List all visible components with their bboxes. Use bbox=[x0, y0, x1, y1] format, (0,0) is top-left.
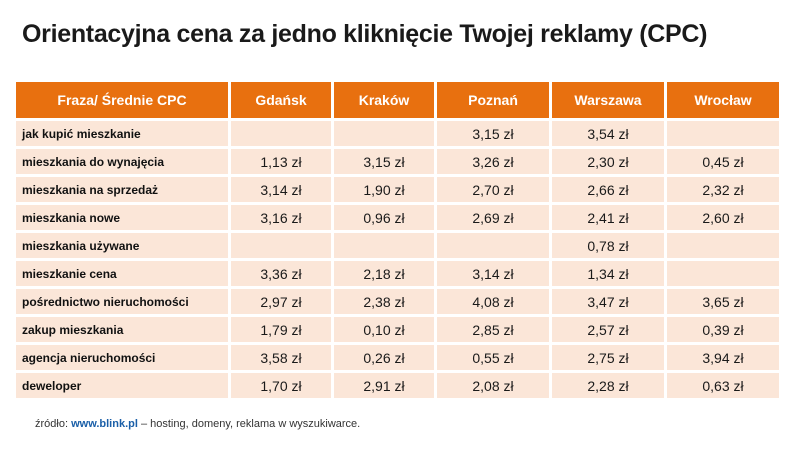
cpc-cell-krakow: 3,15 zł bbox=[334, 149, 434, 174]
table-row: mieszkania na sprzedaż 3,14 zł 1,90 zł 2,70… bbox=[16, 177, 779, 202]
cpc-cell-poznan: 2,85 zł bbox=[437, 317, 549, 342]
cpc-cell-poznan: 2,69 zł bbox=[437, 205, 549, 230]
phrase-cell: agencja nieruchomości bbox=[16, 345, 228, 370]
table-row: pośrednictwo nieruchomości 2,97 zł 2,38 zł… bbox=[16, 289, 779, 314]
table-row: mieszkania do wynajęcia 1,13 zł 3,15 zł 3,2… bbox=[16, 149, 779, 174]
phrase-cell: jak kupić mieszkanie bbox=[16, 121, 228, 146]
phrase-cell: mieszkania nowe bbox=[16, 205, 228, 230]
cpc-cell-gdansk: 2,97 zł bbox=[231, 289, 331, 314]
header-row: Fraza/ Średnie CPC Gdańsk Kraków Poznań … bbox=[16, 82, 779, 118]
cpc-cell-wroclaw: 2,32 zł bbox=[667, 177, 779, 202]
cpc-cell-krakow bbox=[334, 233, 434, 258]
cpc-cell-gdansk: 3,14 zł bbox=[231, 177, 331, 202]
cpc-cell-krakow: 0,96 zł bbox=[334, 205, 434, 230]
chart-title: Orientacyjna cena za jedno kliknięcie Tw… bbox=[22, 20, 708, 48]
phrase-cell: mieszkania do wynajęcia bbox=[16, 149, 228, 174]
cpc-cell-poznan: 3,15 zł bbox=[437, 121, 549, 146]
cpc-cell-krakow bbox=[334, 121, 434, 146]
cpc-cell-wroclaw bbox=[667, 261, 779, 286]
table-row: zakup mieszkania 1,79 zł 0,10 zł 2,85 zł 2,5… bbox=[16, 317, 779, 342]
cpc-table: Fraza/ Średnie CPC Gdańsk Kraków Poznań … bbox=[13, 79, 782, 401]
cpc-cell-krakow: 1,90 zł bbox=[334, 177, 434, 202]
source-link[interactable]: www.blink.pl bbox=[71, 418, 138, 430]
phrase-cell: deweloper bbox=[16, 373, 228, 398]
table-row: jak kupić mieszkanie 3,15 zł 3,54 zł bbox=[16, 121, 779, 146]
cpc-cell-warszawa: 1,34 zł bbox=[552, 261, 664, 286]
cpc-cell-gdansk bbox=[231, 233, 331, 258]
cpc-cell-warszawa: 2,41 zł bbox=[552, 205, 664, 230]
cpc-cell-gdansk: 1,70 zł bbox=[231, 373, 331, 398]
table-body: jak kupić mieszkanie 3,15 zł 3,54 zł mieszk… bbox=[16, 121, 779, 398]
table-row: mieszkania używane 0,78 zł bbox=[16, 233, 779, 258]
phrase-cell: mieszkanie cena bbox=[16, 261, 228, 286]
cpc-cell-gdansk: 3,58 zł bbox=[231, 345, 331, 370]
cpc-cell-gdansk: 1,13 zł bbox=[231, 149, 331, 174]
cpc-cell-wroclaw: 0,63 zł bbox=[667, 373, 779, 398]
source-suffix: – hosting, domeny, reklama w wyszukiwarc… bbox=[137, 418, 361, 430]
cpc-cell-warszawa: 2,57 zł bbox=[552, 317, 664, 342]
cpc-cell-warszawa: 2,28 zł bbox=[552, 373, 664, 398]
header-cell-warszawa: Warszawa bbox=[552, 82, 664, 118]
cpc-cell-gdansk: 3,36 zł bbox=[231, 261, 331, 286]
cpc-cell-warszawa: 2,66 zł bbox=[552, 177, 664, 202]
header-cell-wroclaw: Wrocław bbox=[667, 82, 779, 118]
phrase-cell: zakup mieszkania bbox=[16, 317, 228, 342]
cpc-cell-gdansk: 1,79 zł bbox=[231, 317, 331, 342]
phrase-cell: mieszkania używane bbox=[16, 233, 228, 258]
cpc-cell-poznan: 4,08 zł bbox=[437, 289, 549, 314]
cpc-cell-warszawa: 2,30 zł bbox=[552, 149, 664, 174]
cpc-cell-warszawa: 3,54 zł bbox=[552, 121, 664, 146]
header-cell-poznan: Poznań bbox=[437, 82, 549, 118]
cpc-cell-gdansk: 3,16 zł bbox=[231, 205, 331, 230]
cpc-cell-wroclaw: 3,65 zł bbox=[667, 289, 779, 314]
cpc-cell-krakow: 0,10 zł bbox=[334, 317, 434, 342]
cpc-cell-poznan bbox=[437, 233, 549, 258]
cpc-cell-wroclaw: 2,60 zł bbox=[667, 205, 779, 230]
cpc-cell-poznan: 2,08 zł bbox=[437, 373, 549, 398]
cpc-cell-warszawa: 0,78 zł bbox=[552, 233, 664, 258]
table-row: deweloper 1,70 zł 2,91 zł 2,08 zł 2,28 zł 0,6… bbox=[16, 373, 779, 398]
cpc-cell-poznan: 0,55 zł bbox=[437, 345, 549, 370]
cpc-cell-warszawa: 2,75 zł bbox=[552, 345, 664, 370]
source-prefix: źródło: bbox=[35, 418, 72, 430]
header-cell-phrase: Fraza/ Średnie CPC bbox=[16, 82, 228, 118]
cpc-cell-warszawa: 3,47 zł bbox=[552, 289, 664, 314]
cpc-cell-poznan: 3,14 zł bbox=[437, 261, 549, 286]
table-row: mieszkania nowe 3,16 zł 0,96 zł 2,69 zł 2,41… bbox=[16, 205, 779, 230]
cpc-cell-wroclaw: 0,45 zł bbox=[667, 149, 779, 174]
header-cell-krakow: Kraków bbox=[334, 82, 434, 118]
cpc-cell-poznan: 2,70 zł bbox=[437, 177, 549, 202]
cpc-cell-wroclaw bbox=[667, 121, 779, 146]
phrase-cell: mieszkania na sprzedaż bbox=[16, 177, 228, 202]
cpc-cell-poznan: 3,26 zł bbox=[437, 149, 549, 174]
cpc-cell-gdansk bbox=[231, 121, 331, 146]
source-note: źródło: www.blink.pl – hosting, domeny, … bbox=[35, 418, 360, 430]
header-cell-gdansk: Gdańsk bbox=[231, 82, 331, 118]
cpc-cell-wroclaw bbox=[667, 233, 779, 258]
table-row: mieszkanie cena 3,36 zł 2,18 zł 3,14 zł 1,34… bbox=[16, 261, 779, 286]
cpc-cell-krakow: 0,26 zł bbox=[334, 345, 434, 370]
cpc-cell-krakow: 2,91 zł bbox=[334, 373, 434, 398]
phrase-cell: pośrednictwo nieruchomości bbox=[16, 289, 228, 314]
cpc-cell-krakow: 2,18 zł bbox=[334, 261, 434, 286]
cpc-cell-wroclaw: 3,94 zł bbox=[667, 345, 779, 370]
table-row: agencja nieruchomości 3,58 zł 0,26 zł 0,55 … bbox=[16, 345, 779, 370]
cpc-cell-wroclaw: 0,39 zł bbox=[667, 317, 779, 342]
cpc-cell-krakow: 2,38 zł bbox=[334, 289, 434, 314]
